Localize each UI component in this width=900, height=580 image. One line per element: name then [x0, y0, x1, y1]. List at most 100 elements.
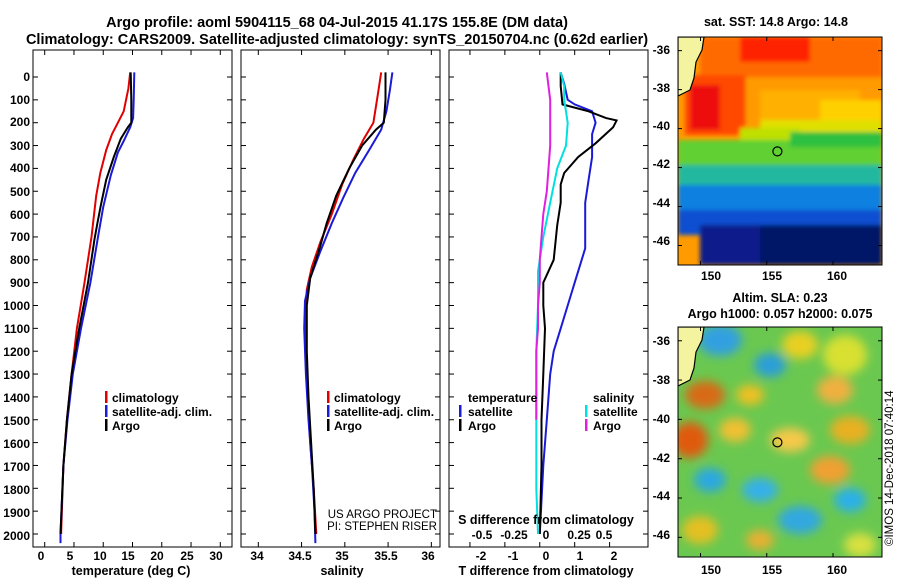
temperature-x-tick: 20 — [150, 549, 164, 563]
sst-heatmap-field — [678, 37, 882, 265]
sla-lon-tick: 155 — [762, 563, 782, 577]
depth-tick: 500 — [10, 185, 30, 199]
salinity-tick-marks — [241, 50, 440, 547]
sst-map-title: sat. SST: 14.8 Argo: 14.8 — [704, 15, 848, 29]
temperature-x-tick: 30 — [209, 549, 223, 563]
sla-map-lon-labels: 150 155 160 — [701, 563, 847, 577]
salinity-difference-tick: 0.5 — [596, 528, 613, 542]
depth-tick: 600 — [10, 208, 30, 222]
sla-lat-tick: -36 — [653, 334, 671, 348]
depth-tick: 0 — [23, 70, 30, 84]
legend-swatch-satellite — [459, 405, 462, 417]
temperature-x-tick-labels: 0 5 10 15 20 25 30 — [38, 549, 223, 563]
temperature-argo-difference-line — [538, 72, 619, 535]
depth-tick: 200 — [10, 115, 30, 129]
temperature-series-group — [59, 72, 136, 544]
legend-swatch-argo — [105, 419, 108, 431]
sst-lon-tick: 150 — [701, 269, 721, 283]
sla-lat-tick: -40 — [653, 412, 671, 426]
depth-tick: 1200 — [3, 345, 30, 359]
sst-map-frame — [677, 36, 883, 266]
sla-map-frame — [677, 326, 883, 558]
legend-label-argo: Argo — [334, 419, 362, 433]
imos-credit: ©IMOS 14-Dec-2018 07:40:14 — [884, 390, 896, 546]
sst-map-lat-labels: -36 -38 -40 -42 -44 -46 — [653, 43, 671, 248]
sst-map-axes — [678, 37, 882, 265]
salinity-difference-tick: 0 — [543, 528, 550, 542]
salinity-x-tick-labels: 34 34.5 35 35.5 36 — [250, 549, 435, 563]
temperature-x-tick: 5 — [67, 549, 74, 563]
sst-lat-tick: -40 — [653, 119, 671, 133]
figure-title-line1: Argo profile: aoml 5904115_68 04-Jul-201… — [106, 15, 568, 31]
depth-tick: 800 — [10, 253, 30, 267]
depth-tick: 2000 — [3, 529, 30, 543]
temperature-x-tick: 0 — [38, 549, 45, 563]
legend-label-climatology: climatology — [112, 391, 179, 405]
temperature-tick-marks — [33, 50, 232, 547]
sst-lat-tick: -46 — [653, 234, 671, 248]
temperature-legend: climatology satellite-adj. clim. Argo — [105, 391, 212, 433]
salinity-x-axis-label: salinity — [320, 564, 363, 578]
depth-tick: 1800 — [3, 483, 30, 497]
difference-plot-frame — [448, 49, 649, 548]
legend-heading-temperature: temperature — [468, 391, 538, 405]
figure-title-line2: Climatology: CARS2009. Satellite-adjuste… — [26, 32, 648, 48]
difference-x-tick-labels: -2 -1 0 1 2 — [476, 549, 618, 563]
legend-heading-salinity: salinity — [593, 391, 635, 405]
temperature-x-tick: 25 — [180, 549, 194, 563]
depth-tick: 1900 — [3, 506, 30, 520]
depth-tick: 1500 — [3, 414, 30, 428]
legend-swatch-argo — [327, 419, 330, 431]
depth-tick: 700 — [10, 230, 30, 244]
sst-lat-tick: -38 — [653, 81, 671, 95]
temperature-x-tick: 15 — [121, 549, 135, 563]
salinity-series-group — [303, 72, 394, 544]
legend-label-salinity-argo: Argo — [593, 419, 621, 433]
temperature-x-axis-label: temperature (deg C) — [72, 564, 191, 578]
temperature-satellite-difference-line — [538, 72, 597, 535]
sst-map-panel: sat. SST: 14.8 Argo: 14.8 — [653, 15, 883, 283]
salinity-plot-frame — [240, 49, 441, 548]
legend-label-satellite: satellite-adj. clim. — [334, 405, 434, 419]
difference-x-tick: 2 — [611, 549, 618, 563]
legend-label-climatology: climatology — [334, 391, 401, 405]
depth-tick: 300 — [10, 139, 30, 153]
salinity-difference-axis-label: S difference from climatology — [458, 513, 634, 527]
float-position-marker — [772, 146, 783, 157]
depth-tick: 1600 — [3, 437, 30, 451]
sla-lat-tick: -42 — [653, 451, 671, 465]
sst-lat-tick: -36 — [653, 43, 671, 57]
temperature-argo-line — [59, 72, 133, 535]
difference-legend-temperature: temperature satellite Argo — [459, 391, 538, 433]
salinity-x-tick: 34.5 — [288, 549, 312, 563]
sla-map-axes — [678, 327, 882, 557]
project-credit-line1: US ARGO PROJECT — [328, 509, 437, 521]
legend-label-satellite: satellite-adj. clim. — [112, 405, 212, 419]
sla-heatmap-field — [678, 327, 882, 557]
depth-tick: 1300 — [3, 368, 30, 382]
legend-swatch-salinity-argo — [585, 419, 588, 431]
legend-label-satellite: satellite — [468, 405, 513, 419]
sla-map-title-line1: Altim. SLA: 0.23 — [732, 291, 827, 305]
legend-swatch-satellite — [105, 405, 108, 417]
sla-lat-tick: -38 — [653, 373, 671, 387]
depth-tick: 1100 — [4, 322, 30, 336]
salinity-argo-line — [305, 72, 387, 535]
depth-tick: 1700 — [3, 460, 30, 474]
legend-swatch-climatology — [105, 391, 108, 403]
depth-tick-labels: 0 100 200 300 400 500 600 700 800 900 10… — [3, 70, 30, 543]
sst-lat-tick: -44 — [653, 196, 671, 210]
salinity-x-tick: 36 — [421, 549, 435, 563]
salinity-difference-tick: 0.25 — [567, 528, 591, 542]
temperature-panel: 0 100 200 300 400 500 600 700 800 900 10… — [3, 49, 233, 578]
depth-tick: 900 — [10, 276, 30, 290]
difference-x-tick: -1 — [508, 549, 519, 563]
salinity-satellite-line — [303, 72, 394, 544]
legend-label-salinity-satellite: satellite — [593, 405, 638, 419]
difference-x-tick: 1 — [577, 549, 584, 563]
temperature-satellite-line — [59, 72, 136, 544]
legend-swatch-climatology — [327, 391, 330, 403]
salinity-x-tick: 35 — [335, 549, 349, 563]
sla-lon-tick: 160 — [827, 563, 847, 577]
